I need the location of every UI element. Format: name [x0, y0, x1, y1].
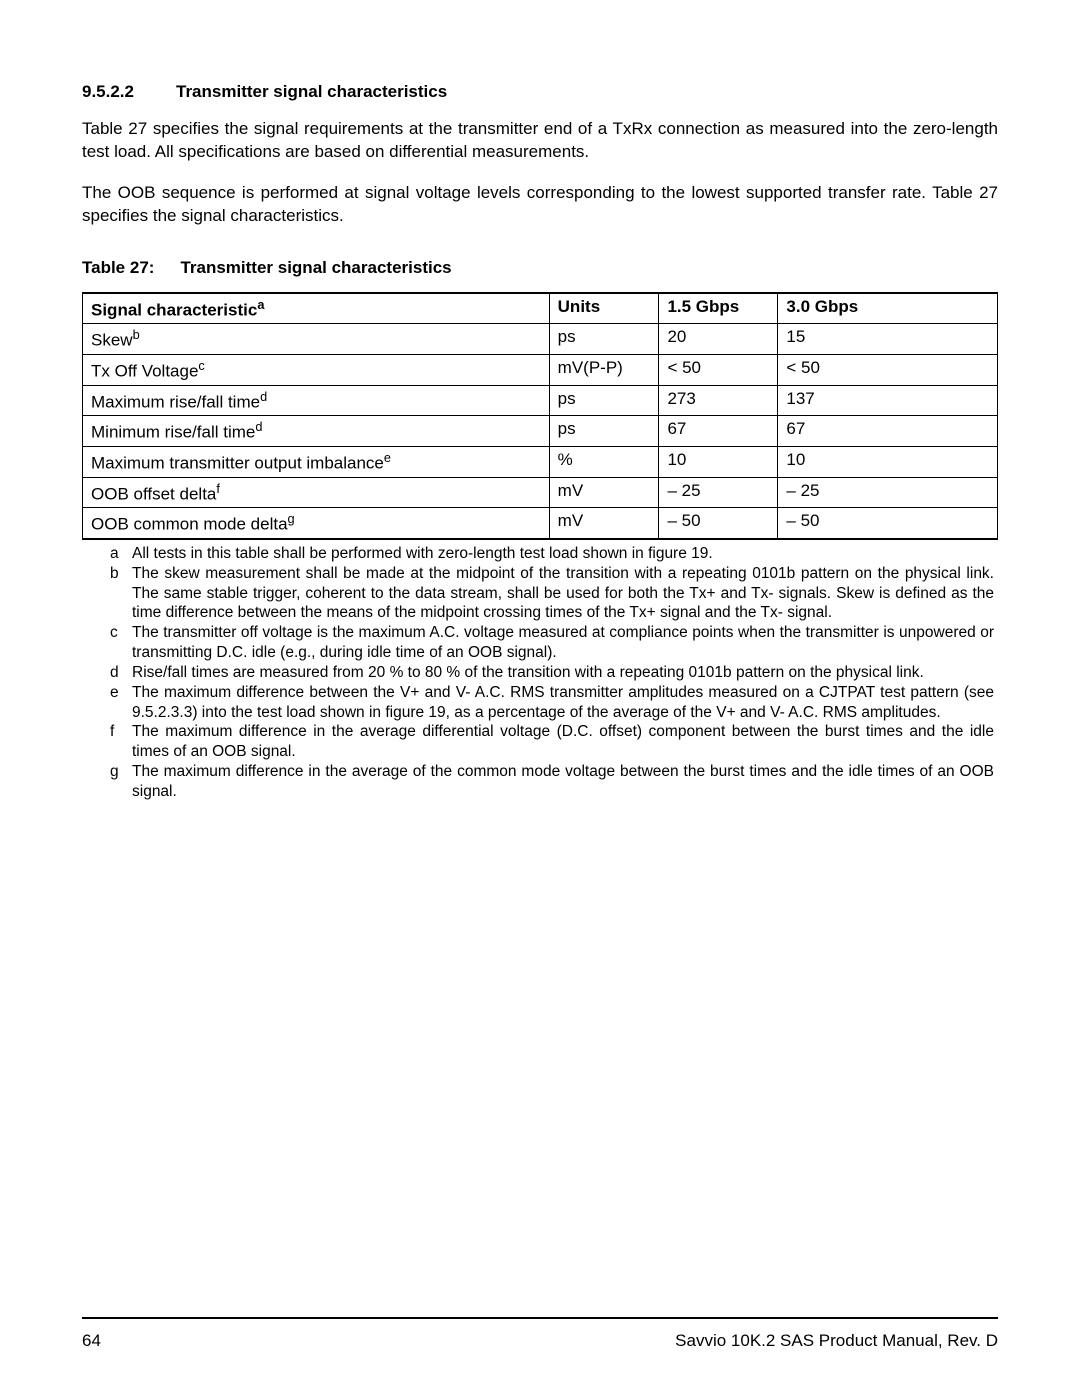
table-row: Maximum rise/fall timed ps 273 137 — [83, 385, 998, 416]
table-row: Tx Off Voltagec mV(P-P) < 50 < 50 — [83, 355, 998, 386]
cell-3-0gbps: 10 — [778, 447, 998, 478]
footnotes: aAll tests in this table shall be perfor… — [82, 544, 998, 802]
paragraph-2: The OOB sequence is performed at signal … — [82, 182, 998, 228]
signal-characteristics-table: Signal characteristica Units 1.5 Gbps 3.… — [82, 292, 998, 540]
cell-1-5gbps: < 50 — [659, 355, 778, 386]
cell-name: OOB common mode deltag — [83, 508, 550, 539]
table-header-row: Signal characteristica Units 1.5 Gbps 3.… — [83, 293, 998, 324]
cell-1-5gbps: 10 — [659, 447, 778, 478]
table-row: Skewb ps 20 15 — [83, 324, 998, 355]
section-number: 9.5.2.2 — [82, 82, 134, 102]
document-page: 9.5.2.2 Transmitter signal characteristic… — [0, 0, 1080, 1397]
cell-1-5gbps: 67 — [659, 416, 778, 447]
cell-units: ps — [549, 416, 659, 447]
cell-name: Tx Off Voltagec — [83, 355, 550, 386]
table-row: Minimum rise/fall timed ps 67 67 — [83, 416, 998, 447]
cell-1-5gbps: 20 — [659, 324, 778, 355]
cell-name: OOB offset deltaf — [83, 477, 550, 508]
cell-units: ps — [549, 324, 659, 355]
page-number: 64 — [82, 1331, 101, 1351]
cell-1-5gbps: 273 — [659, 385, 778, 416]
section-heading: 9.5.2.2 Transmitter signal characteristic… — [82, 82, 998, 102]
cell-3-0gbps: 15 — [778, 324, 998, 355]
paragraph-1: Table 27 specifies the signal requiremen… — [82, 118, 998, 164]
cell-3-0gbps: – 50 — [778, 508, 998, 539]
col-header-units: Units — [549, 293, 659, 324]
footnote-e: eThe maximum difference between the V+ a… — [110, 683, 994, 723]
footnote-f: fThe maximum difference in the average d… — [110, 722, 994, 762]
cell-name: Maximum transmitter output imbalancee — [83, 447, 550, 478]
cell-3-0gbps: – 25 — [778, 477, 998, 508]
footnote-d: dRise/fall times are measured from 20 % … — [110, 663, 994, 683]
page-footer: 64 Savvio 10K.2 SAS Product Manual, Rev.… — [82, 1331, 998, 1351]
cell-units: % — [549, 447, 659, 478]
cell-units: mV — [549, 508, 659, 539]
table-number: Table 27: — [82, 258, 154, 277]
cell-units: mV(P-P) — [549, 355, 659, 386]
cell-1-5gbps: – 25 — [659, 477, 778, 508]
cell-3-0gbps: 67 — [778, 416, 998, 447]
col-header-1-5gbps: 1.5 Gbps — [659, 293, 778, 324]
table-row: OOB offset deltaf mV – 25 – 25 — [83, 477, 998, 508]
table-caption: Table 27: Transmitter signal characterist… — [82, 258, 998, 278]
col-header-characteristic: Signal characteristica — [83, 293, 550, 324]
cell-3-0gbps: < 50 — [778, 355, 998, 386]
cell-name: Maximum rise/fall timed — [83, 385, 550, 416]
cell-3-0gbps: 137 — [778, 385, 998, 416]
cell-name: Minimum rise/fall timed — [83, 416, 550, 447]
footer-rule — [82, 1317, 998, 1319]
footnote-a: aAll tests in this table shall be perfor… — [110, 544, 994, 564]
table-body: Skewb ps 20 15 Tx Off Voltagec mV(P-P) <… — [83, 324, 998, 539]
table-row: OOB common mode deltag mV – 50 – 50 — [83, 508, 998, 539]
cell-1-5gbps: – 50 — [659, 508, 778, 539]
doc-title: Savvio 10K.2 SAS Product Manual, Rev. D — [675, 1331, 998, 1351]
footnote-c: cThe transmitter off voltage is the maxi… — [110, 623, 994, 663]
col-header-3-0gbps: 3.0 Gbps — [778, 293, 998, 324]
cell-name: Skewb — [83, 324, 550, 355]
table-title: Transmitter signal characteristics — [180, 258, 451, 277]
footnote-g: gThe maximum difference in the average o… — [110, 762, 994, 802]
cell-units: ps — [549, 385, 659, 416]
footnote-b: bThe skew measurement shall be made at t… — [110, 564, 994, 623]
section-title: Transmitter signal characteristics — [176, 82, 447, 101]
table-row: Maximum transmitter output imbalancee % … — [83, 447, 998, 478]
cell-units: mV — [549, 477, 659, 508]
